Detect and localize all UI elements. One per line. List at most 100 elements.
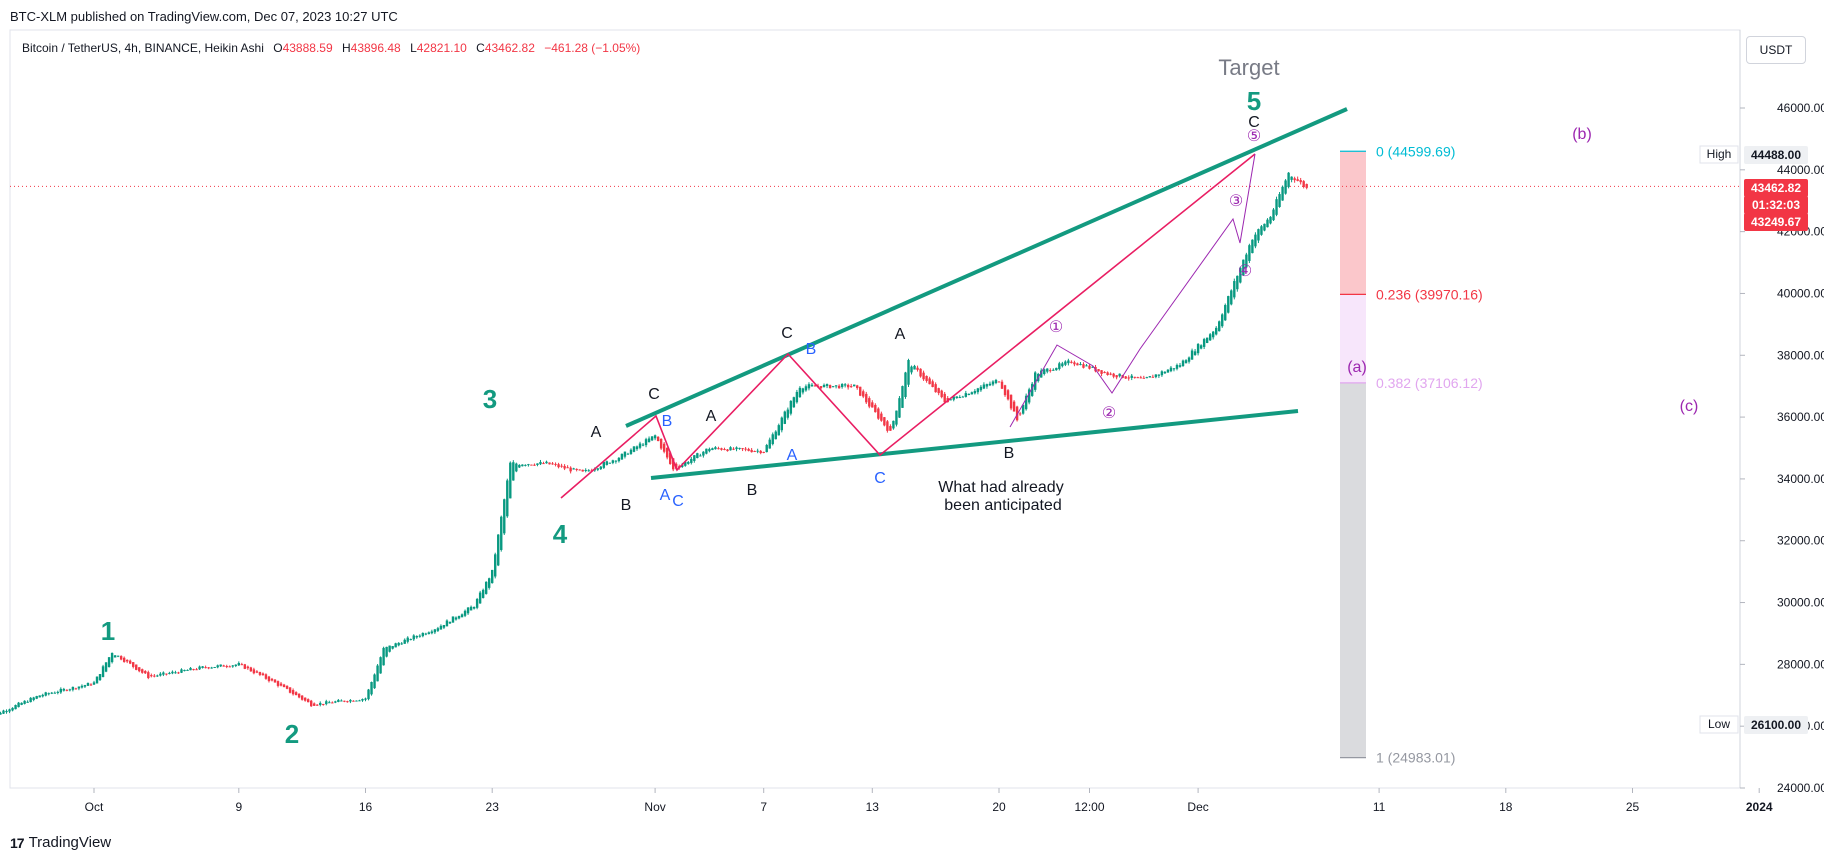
candle-body xyxy=(910,366,913,373)
candle-body xyxy=(629,449,633,454)
candle-body xyxy=(1124,376,1127,379)
y-tick-label: 38000.00 xyxy=(1777,348,1824,362)
candle-body xyxy=(276,681,280,686)
candle-body xyxy=(1211,331,1215,338)
candle-body xyxy=(530,464,533,466)
candle-body xyxy=(1230,290,1233,305)
candle-body xyxy=(928,378,931,385)
x-tick-label: 11 xyxy=(1373,800,1386,814)
wave-label-black-C: C xyxy=(648,386,660,403)
y-tick-label: 46000.00 xyxy=(1777,101,1824,115)
wave-number-5: 5 xyxy=(1247,86,1261,116)
y-tick-label: 36000.00 xyxy=(1777,410,1824,424)
candle-body xyxy=(527,464,530,466)
candle-body xyxy=(735,447,738,450)
candle-body xyxy=(1302,181,1305,188)
candle-body xyxy=(846,384,850,388)
candle-body xyxy=(497,534,500,566)
candle-body xyxy=(617,457,621,462)
candle-body xyxy=(1163,371,1167,374)
candle-body xyxy=(741,448,744,450)
wave-zigzag-purple xyxy=(1009,153,1256,428)
tradingview-logo-icon: 17 xyxy=(10,834,25,851)
candle-body xyxy=(38,695,41,698)
candle-body xyxy=(560,465,563,467)
candle-body xyxy=(747,448,750,451)
tradingview-footer[interactable]: 17 TradingView xyxy=(10,834,111,851)
candle-body xyxy=(659,438,663,449)
candle-body xyxy=(611,460,615,463)
candle-body xyxy=(853,384,856,387)
y-tick-label: 40000.00 xyxy=(1777,286,1824,300)
candle-body xyxy=(898,398,901,418)
candle-body xyxy=(665,447,669,458)
candle-body xyxy=(144,671,147,674)
candle-body xyxy=(1097,369,1100,372)
candle-body xyxy=(1269,216,1272,224)
candle-body xyxy=(834,385,838,387)
candle-body xyxy=(147,672,150,679)
candle-body xyxy=(614,460,618,462)
candle-body xyxy=(849,386,853,388)
candle-body xyxy=(1305,184,1308,188)
candle-body xyxy=(1157,374,1161,376)
candle-body xyxy=(282,684,286,688)
candle-body xyxy=(29,697,32,703)
candle-body xyxy=(1233,281,1236,298)
candle-body xyxy=(1215,327,1218,335)
candle-body xyxy=(620,453,624,460)
candle-body xyxy=(738,447,741,449)
wave-label-black-C: C xyxy=(1248,114,1260,131)
candle-body xyxy=(156,675,159,677)
candle-body xyxy=(1030,383,1034,396)
candle-body xyxy=(744,448,747,450)
candle-body xyxy=(243,664,247,669)
candle-body xyxy=(1034,372,1037,390)
candle-body xyxy=(349,699,352,702)
candle-body xyxy=(1284,180,1287,194)
candle-body xyxy=(388,645,391,652)
candle-body xyxy=(291,690,295,695)
candle-body xyxy=(346,701,349,703)
candle-body xyxy=(991,381,995,385)
currency-button[interactable]: USDT xyxy=(1746,36,1806,64)
candle-body xyxy=(403,639,406,644)
candle-body xyxy=(524,464,527,466)
candle-body xyxy=(439,625,443,630)
wave-zigzag-pink xyxy=(560,153,1256,499)
x-tick-label: 12:00 xyxy=(1074,800,1104,814)
candle-body xyxy=(681,464,684,468)
candle-body xyxy=(949,399,952,401)
candle-body xyxy=(539,462,542,465)
candle-body xyxy=(364,698,367,700)
wave-label-black-B: B xyxy=(621,497,632,514)
high-tag-bg xyxy=(1699,145,1739,164)
candle-body xyxy=(985,384,989,387)
candle-body xyxy=(32,697,35,700)
candle-body xyxy=(798,387,802,398)
candle-body xyxy=(494,554,497,577)
symbol-name[interactable]: Bitcoin / TetherUS, 4h, BINANCE, Heikin … xyxy=(22,41,264,55)
candle-body xyxy=(355,700,358,702)
candle-body xyxy=(699,455,702,457)
low-tag-bg xyxy=(1699,715,1739,734)
candle-body xyxy=(840,383,844,388)
candle-body xyxy=(922,372,925,380)
candle-body xyxy=(415,635,418,638)
x-tick-label: 2024 xyxy=(1746,800,1773,814)
anticipated-text-line1: What had already xyxy=(938,479,1063,496)
candle-body xyxy=(454,617,458,620)
candle-body xyxy=(1055,367,1058,371)
y-tick-label: 34000.00 xyxy=(1777,472,1824,486)
candle-body xyxy=(83,685,87,687)
candle-body xyxy=(246,666,250,669)
x-tick-label: 7 xyxy=(760,800,767,814)
candle-body xyxy=(382,647,385,666)
candle-body xyxy=(249,667,253,672)
candle-body xyxy=(1193,351,1197,356)
wave-label-black-A: A xyxy=(591,424,602,441)
candle-body xyxy=(370,681,373,695)
x-tick-label: 9 xyxy=(235,800,242,814)
close-value: 43462.82 xyxy=(484,41,535,55)
